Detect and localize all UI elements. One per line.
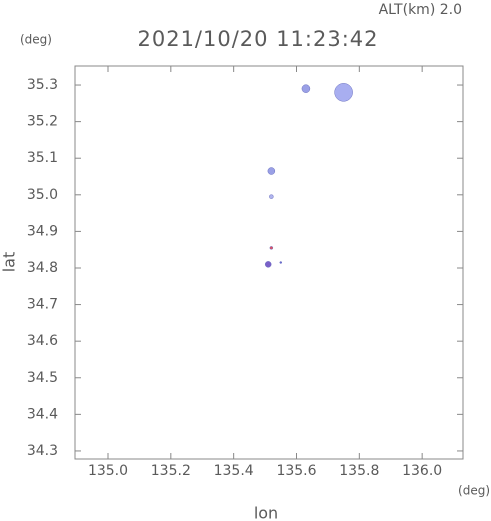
y-tick-label: 34.5: [27, 370, 58, 386]
echo-point: [269, 246, 274, 250]
x-tick-label: 135.8: [339, 463, 379, 479]
altitude-label: ALT(km) 2.0: [379, 2, 462, 18]
y-tick-label: 34.4: [27, 406, 58, 422]
echo-point: [264, 261, 272, 268]
y-tick-label: 34.9: [27, 223, 58, 239]
chart-title: 2021/10/20 11:23:42: [137, 27, 378, 51]
echo-point: [267, 167, 276, 175]
echo-point: [279, 261, 283, 264]
echo-point: [301, 84, 311, 93]
x-tick-label: 135.2: [151, 463, 191, 479]
x-axis-label: lon: [254, 504, 278, 521]
y-tick-label: 34.3: [27, 443, 58, 459]
plot-frame: [74, 65, 464, 460]
echo-point: [269, 194, 274, 199]
y-tick-label: 34.6: [27, 333, 58, 349]
x-tick-label: 135.4: [214, 463, 254, 479]
echo-point: [334, 83, 353, 102]
x-tick-label: 135.6: [276, 463, 316, 479]
x-unit: (deg): [458, 484, 490, 498]
y-tick-label: 34.7: [27, 297, 58, 313]
y-tick-label: 35.1: [27, 150, 58, 166]
y-axis-label: lat: [0, 252, 19, 273]
y-tick-label: 34.8: [27, 260, 58, 276]
y-tick-label: 35.2: [27, 114, 58, 130]
x-tick-label: 135.0: [88, 463, 128, 479]
x-tick-label: 136.0: [402, 463, 442, 479]
y-tick-label: 35.3: [27, 77, 58, 93]
y-tick-label: 35.0: [27, 187, 58, 203]
y-unit: (deg): [20, 33, 52, 47]
